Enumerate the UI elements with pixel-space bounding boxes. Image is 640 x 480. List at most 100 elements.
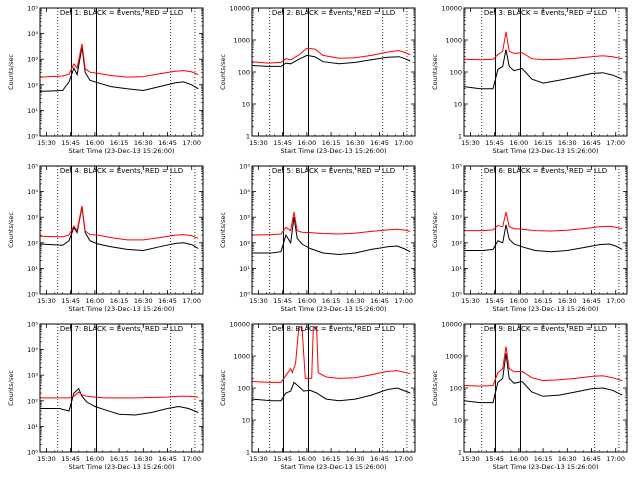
detector-panel-5: 10⁰ 10¹ 10² 10³ 10⁴ 10⁵ 15:30 15:45 16:00 16:15 16… [219,163,416,313]
x-axis-label: Start Time (23-Dec-13 15:26:00) [280,147,386,155]
x-axis-label: Start Time (23-Dec-13 15:26:00) [280,305,386,313]
y-tick-label: 10000 [229,5,250,13]
plot-frame [39,165,204,295]
x-tick-label: 16:15 [322,139,341,147]
x-tick-label: 16:15 [534,139,553,147]
x-tick-label: 16:15 [110,139,129,147]
x-axis-label: Start Time (23-Dec-13 15:26:00) [280,463,386,471]
y-tick-label: 10³ [451,214,462,222]
x-tick-label: 16:45 [158,455,177,463]
y-tick-label: 10⁵ [27,321,38,329]
y-tick-label: 100 [238,385,250,393]
x-tick-label: 16:45 [370,297,389,305]
x-tick-label: 16:45 [158,297,177,305]
x-tick-label: 16:00 [298,455,317,463]
y-tick-label: 10² [27,239,38,247]
x-tick-label: 15:45 [61,297,80,305]
x-tick-label: 15:45 [273,139,292,147]
y-tick-label: 10000 [441,5,462,13]
y-tick-label: 10⁴ [27,346,38,354]
x-tick-label: 16:45 [582,297,601,305]
y-axis-label: Counts/sec [219,212,227,248]
y-axis-label: Counts/sec [431,370,439,406]
y-tick-label: 10 [242,417,250,425]
y-tick-label: 10² [27,81,38,89]
y-tick-label: 10² [27,397,38,405]
y-tick-label: 10¹ [27,107,38,115]
y-tick-label: 10¹ [27,423,38,431]
y-tick-label: 100 [238,69,250,77]
lld-series-line [252,211,411,236]
events-series-line [40,46,199,92]
detector-panel-8: 1 10 100 1000 10000 15:30 15:45 16:00 16:15 16:30… [219,321,416,471]
x-tick-label: 16:30 [346,297,365,305]
y-tick-label: 10⁰ [27,133,38,141]
y-tick-label: 10¹ [451,265,462,273]
x-tick-label: 15:45 [61,455,80,463]
y-tick-label: 1 [246,133,250,141]
x-tick-label: 15:30 [37,139,56,147]
panel-title: Det 6: BLACK = Events, RED = LLD [484,167,607,175]
y-tick-label: 10³ [27,56,38,64]
y-tick-label: 10 [454,417,462,425]
x-tick-label: 16:30 [134,455,153,463]
plot-frame [463,7,628,137]
x-tick-label: 16:15 [322,455,341,463]
events-series-line [252,54,411,67]
lld-series-line [464,31,623,61]
x-axis-label: Start Time (23-Dec-13 15:26:00) [492,305,598,313]
y-tick-label: 10000 [441,321,462,329]
y-tick-label: 10⁵ [27,5,38,13]
x-axis-label: Start Time (23-Dec-13 15:26:00) [68,463,174,471]
x-tick-label: 16:30 [558,455,577,463]
plot-frame [39,323,204,453]
y-tick-label: 10⁰ [451,291,462,299]
panel-title: Det 1: BLACK = Events, RED = LLD [60,9,183,17]
x-tick-label: 17:00 [394,455,413,463]
detector-panel-1: 10⁰ 10¹ 10² 10³ 10⁴ 10⁵ 15:30 15:45 16:00 16:15 16… [7,5,204,155]
y-tick-label: 10 [454,101,462,109]
x-tick-label: 16:15 [534,455,553,463]
y-tick-label: 10⁵ [239,163,250,171]
x-tick-label: 17:00 [394,297,413,305]
x-tick-label: 15:45 [485,297,504,305]
x-tick-label: 15:30 [37,297,56,305]
panel-title: Det 2: BLACK = Events, RED = LLD [272,9,395,17]
lld-series-line [464,346,623,387]
y-tick-label: 10000 [229,321,250,329]
y-tick-label: 10³ [27,214,38,222]
plot-frame [251,165,416,295]
detector-panel-7: 10⁰ 10¹ 10² 10³ 10⁴ 10⁵ 15:30 15:45 16:00 16:15 16… [7,321,204,471]
x-tick-label: 15:45 [485,139,504,147]
y-tick-label: 100 [450,385,462,393]
panel-title: Det 3: BLACK = Events, RED = LLD [484,9,607,17]
detector-panel-4: 10⁰ 10¹ 10² 10³ 10⁴ 10⁵ 15:30 15:45 16:00 16:15 16… [7,163,204,313]
x-tick-label: 16:45 [370,139,389,147]
x-tick-label: 16:15 [534,297,553,305]
y-tick-label: 10⁵ [27,163,38,171]
detector-panel-6: 10⁰ 10¹ 10² 10³ 10⁴ 10⁵ 15:30 15:45 16:00 16:15 16… [431,163,628,313]
y-tick-label: 1 [458,133,462,141]
x-tick-label: 15:45 [273,297,292,305]
x-tick-label: 17:00 [182,139,201,147]
lld-series-line [40,391,199,399]
events-series-line [40,387,199,416]
x-tick-label: 16:15 [322,297,341,305]
plot-frame [251,323,416,453]
y-tick-label: 100 [450,69,462,77]
x-tick-label: 16:15 [110,297,129,305]
y-axis-label: Counts/sec [431,212,439,248]
x-tick-label: 16:00 [86,455,105,463]
x-tick-label: 16:45 [158,139,177,147]
events-series-line [252,217,411,256]
plot-frame [251,7,416,137]
y-tick-label: 10⁴ [451,188,462,196]
x-tick-label: 15:45 [485,455,504,463]
x-tick-label: 16:45 [582,139,601,147]
x-tick-label: 16:30 [134,139,153,147]
events-series-line [464,224,623,253]
y-axis-label: Counts/sec [7,54,15,90]
x-tick-label: 16:00 [86,139,105,147]
x-tick-label: 16:30 [558,139,577,147]
x-tick-label: 17:00 [182,297,201,305]
